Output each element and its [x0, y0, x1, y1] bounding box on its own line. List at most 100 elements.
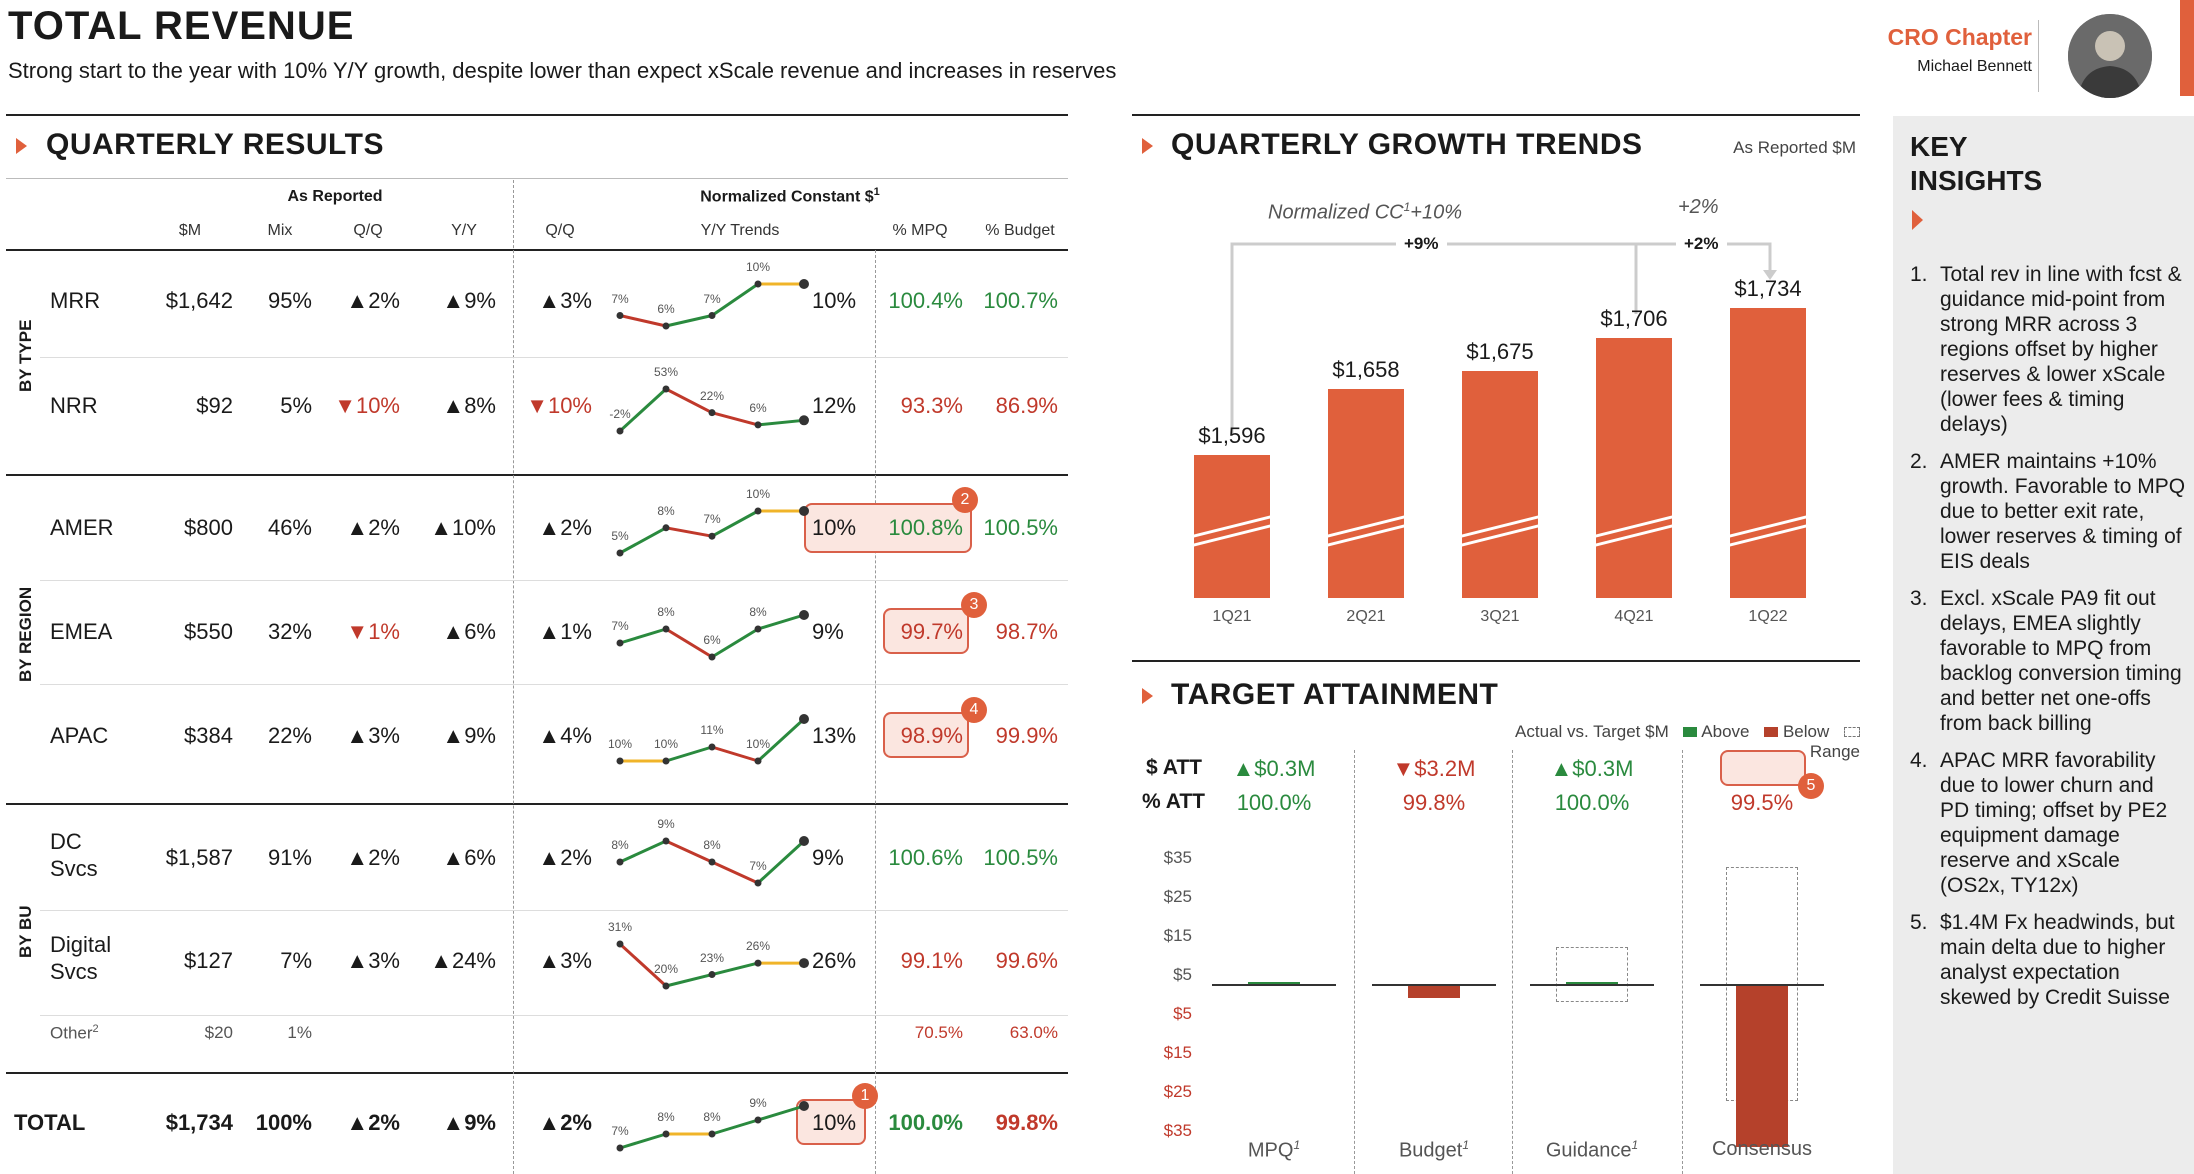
bar-value-label: $1,658	[1332, 356, 1400, 382]
row-label: Digital	[50, 932, 112, 957]
col-header-qq: Q/Q	[353, 222, 383, 239]
att-value: ▲$0.3M	[1232, 756, 1316, 781]
target-name: Consensus	[1711, 1138, 1813, 1160]
trend-sparkline	[616, 940, 809, 990]
target-line	[1700, 984, 1824, 986]
trend-label: 6%	[703, 633, 721, 647]
col-header-qq2: Q/Q	[545, 222, 575, 239]
cell-budget: 63.0%	[1009, 1023, 1058, 1042]
trend-end-label: 13%	[812, 723, 857, 748]
trend-end-label: 10%	[812, 515, 857, 540]
person-photo-icon	[2068, 14, 2152, 98]
trend-label: 8%	[611, 838, 629, 852]
trend-segment	[711, 1118, 759, 1136]
legend-range-swatch	[1844, 727, 1860, 737]
trend-segment	[757, 613, 805, 631]
trend-segment	[665, 387, 713, 415]
insight-number: 2.	[1910, 450, 1928, 473]
growth-bar	[1462, 370, 1538, 598]
delta-bar	[1736, 986, 1788, 1147]
group-as-reported: As Reported	[287, 188, 383, 205]
cell-yy: ▲6%	[442, 619, 496, 644]
bar-value-label: $1,706	[1600, 305, 1668, 331]
target-line	[1530, 984, 1654, 986]
trend-segment	[619, 839, 667, 864]
cell-yy: ▲10%	[430, 515, 496, 540]
trend-point	[799, 610, 809, 620]
trend-label: 8%	[703, 838, 721, 852]
trend-point	[662, 524, 670, 532]
trend-point	[799, 415, 809, 426]
trend-label: 10%	[607, 737, 633, 751]
cell-m: $550	[184, 619, 233, 644]
callout-badge: 5	[1798, 773, 1824, 799]
cell-yy: ▲6%	[442, 845, 496, 870]
total-mix: 100%	[255, 1110, 312, 1135]
cell-mpq: 98.9%	[900, 723, 963, 748]
insights-panel	[1893, 116, 2194, 1174]
trend-segment	[665, 627, 713, 659]
trend-sparkline	[616, 714, 809, 765]
cell-mpq: 100.6%	[888, 845, 963, 870]
trend-label: 10%	[745, 737, 771, 751]
trend-point	[662, 982, 670, 990]
y-tick-label: $35	[1163, 1121, 1192, 1140]
trend-end-label: 10%	[812, 288, 857, 313]
cell-mix: 32%	[267, 619, 312, 644]
row-divider	[40, 580, 1068, 581]
cell-qq: ▲2%	[346, 288, 400, 313]
trend-segment	[757, 1104, 805, 1122]
column-divider	[875, 250, 876, 1174]
section-arrow-icon	[16, 138, 27, 154]
trend-point	[616, 757, 624, 765]
x-tick-label: 1Q21	[1212, 608, 1252, 625]
group-normalized: Normalized Constant $1	[700, 186, 880, 206]
pct-row-label: % ATT	[1142, 790, 1205, 813]
total-mpq: 100.0%	[888, 1110, 963, 1135]
trend-label: 7%	[703, 512, 721, 527]
trend-label: 7%	[749, 859, 767, 873]
cell-qq: ▼1%	[346, 619, 400, 644]
att-value: ▼$3.2M	[1392, 756, 1476, 781]
trend-label: 10%	[653, 737, 679, 751]
col-header-yy: Y/Y	[451, 222, 477, 239]
trend-label: 9%	[657, 817, 675, 831]
trend-segment	[619, 314, 667, 328]
trend-label: 8%	[657, 605, 675, 619]
trend-segment	[711, 860, 759, 885]
growth-bar	[1596, 337, 1672, 598]
trend-segment	[711, 627, 759, 659]
trend-label: 10%	[745, 487, 771, 501]
trend-segment	[665, 314, 713, 328]
column-divider	[1682, 750, 1683, 1174]
delta-bar	[1248, 982, 1300, 984]
total-label: TOTAL	[14, 1110, 86, 1135]
cell-mix: 95%	[267, 288, 312, 313]
trend-sparkline	[616, 279, 809, 330]
trend-segment	[618, 942, 668, 988]
group-rule	[6, 803, 1068, 805]
legend-below-swatch	[1764, 727, 1779, 737]
growth-bar	[1194, 455, 1270, 598]
col-header-m: $M	[178, 222, 202, 239]
insights-arrow-icon	[1912, 210, 1923, 230]
trend-label: 23%	[699, 950, 725, 965]
trend-label: 31%	[607, 920, 633, 934]
cell-qq: ▲3%	[346, 948, 400, 973]
legend-above-swatch	[1683, 727, 1698, 737]
att-row-label: $ ATT	[1146, 756, 1202, 779]
target-name: MPQ1	[1247, 1138, 1301, 1162]
insight-text: $1.4M Fx headwinds, but main delta due t…	[1940, 911, 2175, 1009]
cell-mpq: 100.8%	[888, 515, 963, 540]
trend-point	[754, 507, 762, 515]
trend-point	[754, 625, 762, 633]
trend-label: 53%	[653, 365, 679, 379]
trend-label: 6%	[749, 400, 767, 415]
row-label-2: Svcs	[50, 959, 98, 984]
trend-label: 11%	[700, 723, 724, 737]
insights-title: KEY INSIGHTS	[1910, 131, 2043, 196]
insight-number: 1.	[1910, 263, 1928, 286]
pct-value: 100.0%	[1236, 790, 1312, 815]
legend-range: Range	[1809, 742, 1860, 761]
trend-segment	[756, 717, 806, 763]
